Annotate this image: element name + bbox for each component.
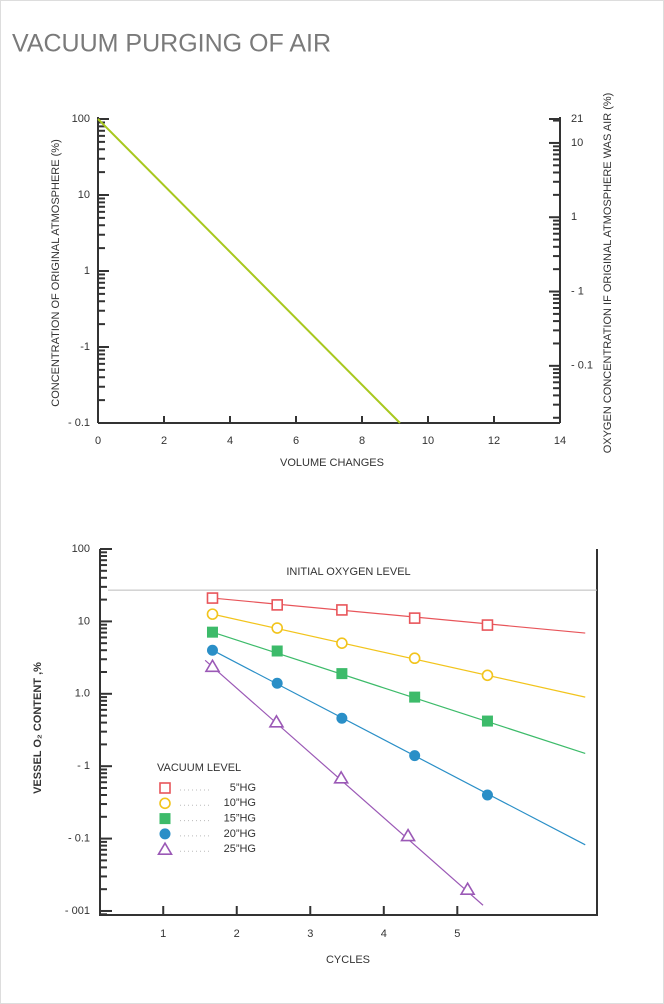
- data-point: [481, 619, 494, 631]
- x-tick-label: 14: [554, 435, 566, 447]
- data-point: [206, 626, 218, 638]
- y-tick-label: - 001: [65, 905, 90, 917]
- y2-tick-label: - 1: [571, 285, 584, 297]
- legend-title: VACUUM LEVEL: [157, 762, 241, 774]
- y2-tick-label: 1: [571, 211, 577, 223]
- data-point: [409, 750, 421, 762]
- data-point: [409, 691, 421, 703]
- data-point: [206, 644, 218, 656]
- x-tick-label: 4: [227, 435, 233, 447]
- y2-tick-label: 10: [571, 137, 583, 149]
- data-point: [408, 652, 421, 665]
- x-tick-label: 2: [161, 435, 167, 447]
- data-point: [408, 612, 421, 624]
- x-tick-label: 3: [307, 928, 313, 940]
- data-point: [271, 599, 283, 611]
- legend-marker: [159, 782, 171, 794]
- y-tick-label: 100: [72, 113, 90, 125]
- x-tick-label: 10: [422, 435, 434, 447]
- data-point: [333, 770, 350, 784]
- x-tick-label: 1: [160, 928, 166, 940]
- x-tick-label: 6: [293, 435, 299, 447]
- y-tick-label: - 1: [77, 760, 90, 772]
- x-tick-label: 8: [359, 435, 365, 447]
- x-tick-label: 12: [488, 435, 500, 447]
- trend-line: [212, 613, 586, 698]
- y2-tick-label: 21: [571, 113, 583, 125]
- y-axis-label: VESSEL O₂ CONTENT ,%: [32, 662, 44, 794]
- legend-marker: [159, 813, 171, 825]
- legend-label: 15”HG: [224, 813, 256, 825]
- trend-line: [212, 649, 586, 846]
- data-point: [481, 669, 494, 682]
- trend-line: [212, 597, 586, 634]
- data-point: [336, 604, 348, 616]
- data-point: [268, 714, 285, 728]
- page-title: VACUUM PURGING OF AIR: [12, 30, 331, 58]
- data-point: [271, 622, 283, 634]
- reference-label: INITIAL OXYGEN LEVEL: [286, 566, 410, 578]
- x-axis-label: VOLUME CHANGES: [280, 457, 384, 469]
- data-point: [336, 712, 348, 724]
- data-point: [400, 828, 416, 842]
- legend-marker: [159, 797, 171, 810]
- y-tick-label: - 0.1: [68, 832, 90, 844]
- y-axis-label: CONCENTRATION OF ORIGINAL ATMOSPHERE (%): [50, 139, 62, 406]
- y-tick-label: 1.0: [75, 688, 90, 700]
- x-tick-label: 0: [95, 435, 101, 447]
- trend-line: [212, 631, 586, 755]
- data-point: [336, 637, 348, 649]
- y-tick-label: 10: [78, 189, 90, 201]
- y2-tick-label: - 0.1: [571, 360, 593, 372]
- legend-label: 5”HG: [230, 782, 256, 794]
- data-point: [206, 592, 219, 604]
- data-point: [206, 608, 219, 620]
- y2-axis-label: OXYGEN CONCENTRATION IF ORIGINAL ATMOSPH…: [602, 93, 614, 454]
- legend-label: 25”HG: [224, 843, 256, 855]
- legend-marker: [159, 828, 171, 840]
- data-point: [481, 715, 493, 727]
- legend-label: 20”HG: [224, 828, 256, 840]
- data-point: [459, 881, 476, 895]
- data-point: [481, 789, 493, 801]
- data-line: [97, 118, 401, 424]
- y-tick-label: -1: [80, 341, 90, 353]
- x-tick-label: 2: [234, 928, 240, 940]
- y-tick-label: 100: [72, 543, 90, 555]
- data-point: [336, 668, 348, 680]
- x-axis-label: CYCLES: [326, 954, 370, 966]
- data-point: [271, 645, 283, 657]
- y-tick-label: 10: [78, 615, 90, 627]
- data-point: [271, 677, 283, 689]
- y-tick-label: - 0.1: [68, 417, 90, 429]
- data-point: [204, 658, 221, 673]
- x-tick-label: 4: [381, 928, 387, 940]
- y-tick-label: 1: [84, 265, 90, 277]
- x-tick-label: 5: [454, 928, 460, 940]
- legend-label: 10”HG: [224, 797, 256, 809]
- legend-marker: [157, 841, 173, 855]
